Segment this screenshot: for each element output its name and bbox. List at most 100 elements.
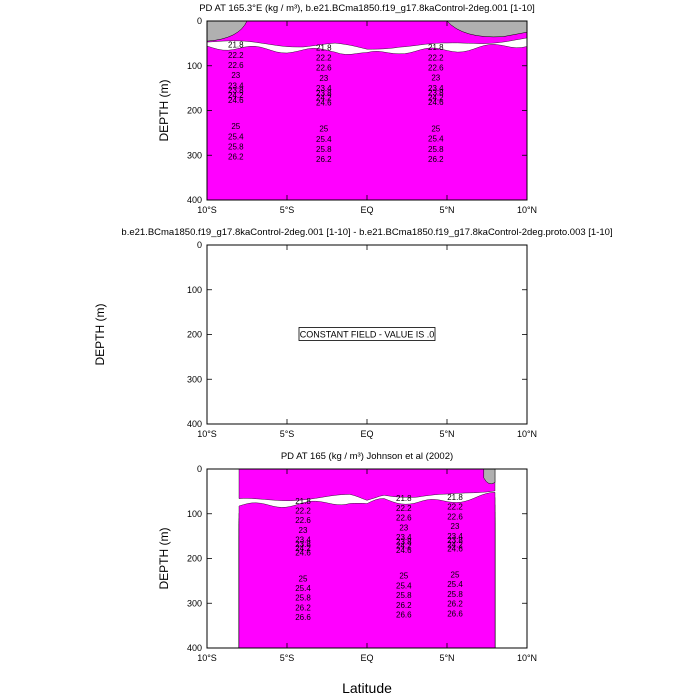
contour-label: 25.8 bbox=[228, 142, 244, 151]
y-tick-label: 100 bbox=[187, 285, 202, 295]
y-tick-label: 200 bbox=[187, 330, 202, 340]
y-tick-label: 300 bbox=[187, 374, 202, 384]
y-tick-label: 0 bbox=[197, 16, 202, 26]
contour-label: 21.8 bbox=[447, 493, 463, 502]
x-tick-label: 10°N bbox=[517, 205, 537, 215]
y-tick-label: 0 bbox=[197, 464, 202, 474]
contour-label: 23.8 bbox=[228, 86, 244, 95]
contour-label: 22.2 bbox=[428, 53, 444, 62]
contour-label: 25.8 bbox=[396, 591, 412, 600]
contour-label: 21.8 bbox=[228, 41, 244, 50]
missing-region bbox=[446, 21, 527, 38]
contour-band bbox=[207, 21, 527, 50]
contour-band bbox=[238, 492, 496, 648]
x-tick-label: 5°S bbox=[280, 653, 295, 663]
y-tick-label: 400 bbox=[187, 419, 202, 429]
contour-label: 25.4 bbox=[316, 135, 332, 144]
contour-field: 21.8 21.8 21.822.2 22.2 22.222.6 22.6 22.623 23… bbox=[238, 469, 496, 648]
contour-label: 23.8 bbox=[428, 89, 444, 98]
chart-panel-3: PD AT 165 (kg / m³) Johnson et al (2002)… bbox=[157, 451, 537, 696]
contour-band bbox=[207, 44, 527, 200]
contour-label: 22.6 bbox=[428, 64, 444, 73]
contour-label: 23 bbox=[431, 74, 440, 83]
contour-label: 24.2 bbox=[295, 544, 311, 553]
x-tick-label: EQ bbox=[360, 653, 373, 663]
x-tick-label: 10°S bbox=[197, 205, 217, 215]
x-tick-label: 10°S bbox=[197, 653, 217, 663]
y-tick-label: 400 bbox=[187, 643, 202, 653]
x-tick-label: 5°N bbox=[439, 653, 454, 663]
contour-label: 26.2 bbox=[396, 601, 412, 610]
contour-label: 25.4 bbox=[396, 581, 412, 590]
contour-label: 26.6 bbox=[447, 609, 463, 618]
contour-label: 24.2 bbox=[396, 542, 412, 551]
contour-label: 21.8 bbox=[316, 43, 332, 52]
contour-label: 25.4 bbox=[295, 584, 311, 593]
contour-label: 22.6 bbox=[316, 64, 332, 73]
contour-label: 25 bbox=[299, 574, 308, 583]
contour-field: 21.8 21.8 21.822.2 22.2 22.222.6 22.6 22.623 23… bbox=[207, 21, 527, 200]
x-tick-label: 10°N bbox=[517, 653, 537, 663]
x-axis-label: Latitude bbox=[342, 680, 392, 696]
contour-label: 24.6 bbox=[295, 549, 311, 558]
contour-label: 25.4 bbox=[428, 135, 444, 144]
contour-label: 23 bbox=[299, 526, 308, 535]
contour-label: 25.8 bbox=[295, 594, 311, 603]
contour-label: 25 bbox=[431, 125, 440, 134]
y-tick-label: 200 bbox=[187, 106, 202, 116]
contour-label: 23.4 bbox=[295, 536, 311, 545]
contour-label: 24.2 bbox=[228, 91, 244, 100]
contour-label: 25 bbox=[319, 125, 328, 134]
y-tick-label: 200 bbox=[187, 554, 202, 564]
contour-label: 25 bbox=[231, 122, 240, 131]
contour-label: 22.2 bbox=[447, 503, 463, 512]
x-tick-label: 5°S bbox=[280, 429, 295, 439]
contour-label: 22.2 bbox=[396, 504, 412, 513]
chart-panel-2: b.e21.BCma1850.f19_g17.8kaControl-2deg.0… bbox=[93, 227, 613, 439]
y-tick-label: 400 bbox=[187, 195, 202, 205]
contour-label: 24.2 bbox=[316, 94, 332, 103]
contour-label: 26.2 bbox=[447, 600, 463, 609]
x-tick-label: EQ bbox=[360, 205, 373, 215]
y-axis-label: DEPTH (m) bbox=[93, 304, 107, 366]
contour-label: 23.8 bbox=[316, 89, 332, 98]
contour-label: 21.8 bbox=[295, 497, 311, 506]
contour-label: 22.6 bbox=[396, 514, 412, 523]
contour-label: 23 bbox=[399, 523, 408, 532]
y-axis-label: DEPTH (m) bbox=[157, 80, 171, 142]
contour-label: 25.8 bbox=[428, 145, 444, 154]
contour-label: 24.6 bbox=[228, 96, 244, 105]
contour-label: 24.6 bbox=[396, 546, 412, 555]
contour-label: 23.8 bbox=[396, 537, 412, 546]
contour-label: 23 bbox=[319, 74, 328, 83]
x-tick-label: 5°S bbox=[280, 205, 295, 215]
y-tick-label: 300 bbox=[187, 150, 202, 160]
x-tick-label: 10°S bbox=[197, 429, 217, 439]
contour-label: 24.6 bbox=[428, 98, 444, 107]
contour-label: 23 bbox=[231, 71, 240, 80]
contour-label: 25.8 bbox=[447, 590, 463, 599]
contour-label: 22.2 bbox=[228, 51, 244, 60]
contour-label: 26.6 bbox=[295, 613, 311, 622]
contour-label: 25 bbox=[451, 571, 460, 580]
contour-label: 24.6 bbox=[447, 545, 463, 554]
contour-band bbox=[238, 469, 496, 501]
contour-label: 23.4 bbox=[428, 84, 444, 93]
chart-panel-1: PD AT 165.3°E (kg / m³), b.e21.BCma1850.… bbox=[157, 3, 537, 215]
contour-label: 22.6 bbox=[447, 512, 463, 521]
contour-label: 23 bbox=[451, 522, 460, 531]
panel-title: PD AT 165.3°E (kg / m³), b.e21.BCma1850.… bbox=[199, 3, 535, 14]
contour-label: 23.4 bbox=[396, 533, 412, 542]
x-tick-label: 5°N bbox=[439, 205, 454, 215]
contour-label: 21.8 bbox=[428, 43, 444, 52]
contour-label: 23.8 bbox=[295, 540, 311, 549]
missing-region bbox=[483, 469, 496, 485]
contour-label: 25.4 bbox=[228, 132, 244, 141]
panel-title: b.e21.BCma1850.f19_g17.8kaControl-2deg.0… bbox=[121, 227, 612, 238]
y-tick-label: 100 bbox=[187, 509, 202, 519]
y-tick-label: 0 bbox=[197, 240, 202, 250]
contour-label: 25.8 bbox=[316, 145, 332, 154]
contour-label: 24.2 bbox=[447, 540, 463, 549]
contour-label: 23.8 bbox=[447, 536, 463, 545]
svg-text:CONSTANT FIELD - VALUE IS .0: CONSTANT FIELD - VALUE IS .0 bbox=[300, 330, 435, 340]
